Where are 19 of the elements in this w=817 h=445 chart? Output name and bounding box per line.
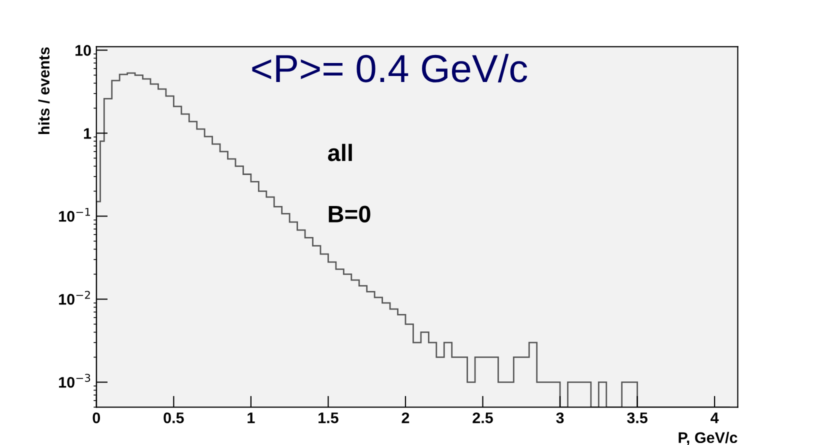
y-tick-label: 10$^{−3}$ bbox=[59, 374, 90, 388]
x-tick-label: 1 bbox=[248, 412, 255, 424]
y-tick-label: 10$^{−1}$ bbox=[59, 208, 90, 222]
annotation: all bbox=[328, 144, 352, 162]
y-tick-label: 10$^{−2}$ bbox=[59, 290, 90, 305]
y-axis-title: hits / events bbox=[38, 47, 50, 134]
y-tick-label: 10 bbox=[76, 45, 91, 56]
x-tick-label: 3.5 bbox=[627, 412, 648, 424]
x-tick-label: 0 bbox=[92, 412, 100, 424]
x-axis-title: P, GeV/c bbox=[678, 432, 738, 445]
x-tick-label: 0.5 bbox=[164, 412, 184, 424]
x-tick-label: 1.5 bbox=[318, 412, 338, 424]
annotation: B=0 bbox=[328, 206, 370, 222]
x-tick-label: 3 bbox=[556, 412, 564, 424]
x-tick-label: 2 bbox=[402, 412, 410, 424]
y-tick-label: 1 bbox=[84, 128, 92, 139]
x-tick-label: 2.5 bbox=[472, 412, 493, 424]
annotation: <P>= 0.4 GeV/c bbox=[252, 54, 528, 82]
x-tick-label: 4 bbox=[710, 412, 719, 424]
